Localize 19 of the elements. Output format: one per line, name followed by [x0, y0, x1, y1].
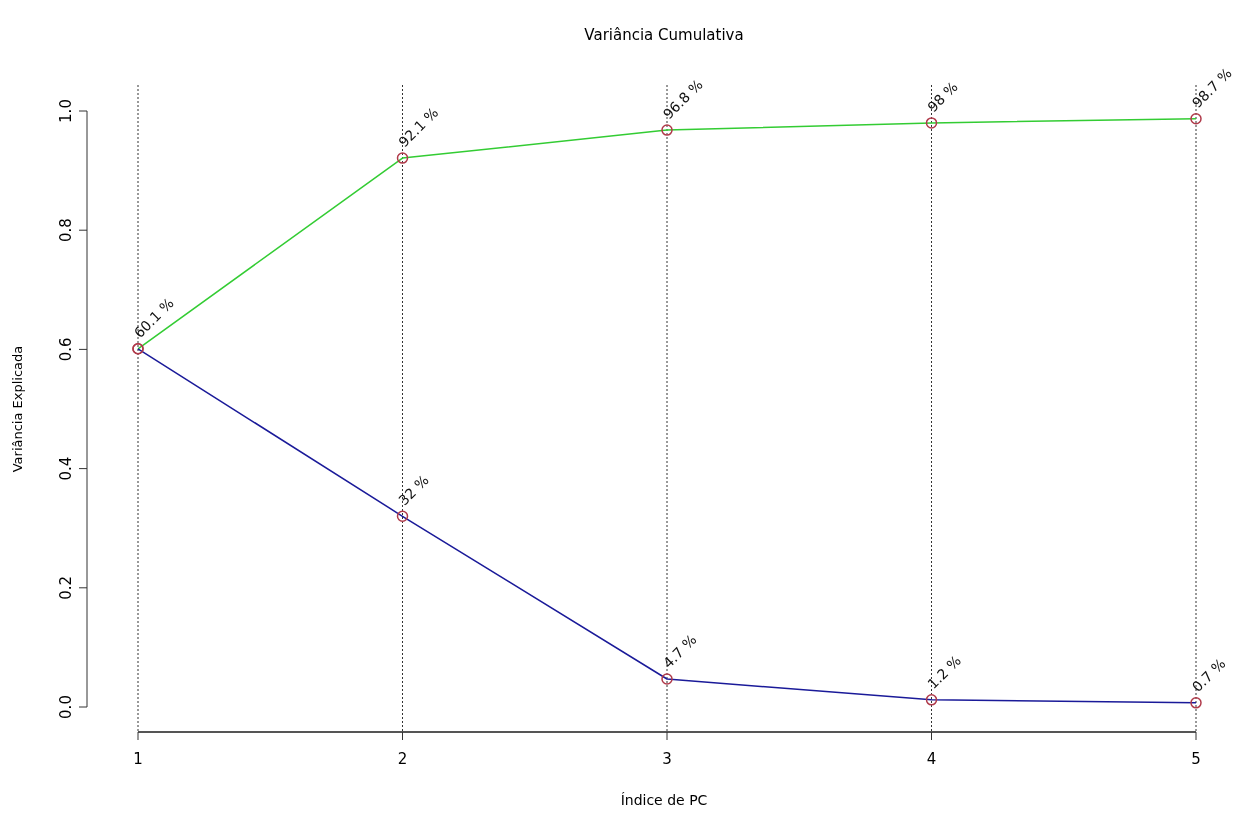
- y-tick-label: 0.6: [57, 337, 75, 362]
- data-label: 0.7 %: [1188, 655, 1229, 695]
- y-axis-title: Variância Explicada: [10, 345, 25, 473]
- data-label: 4.7 %: [659, 631, 700, 672]
- y-tick-label: 0.0: [57, 695, 75, 719]
- x-tick-label: 3: [662, 750, 672, 768]
- x-tick-label: 1: [133, 750, 143, 768]
- data-label: 1.2 %: [924, 652, 964, 692]
- y-tick-label: 0.2: [57, 575, 75, 600]
- x-axis-title: Índice de PC: [620, 792, 708, 808]
- x-tick-label: 2: [397, 750, 408, 768]
- data-label: 32 %: [395, 471, 432, 509]
- chart-title: Variância Cumulativa: [584, 26, 744, 44]
- y-tick-label: 1.0: [57, 99, 75, 123]
- y-tick-label: 0.4: [57, 456, 75, 481]
- x-tick-label: 5: [1191, 750, 1201, 768]
- data-label: 98 %: [924, 78, 961, 116]
- x-tick-label: 4: [926, 750, 937, 768]
- y-tick-label: 0.8: [57, 218, 75, 243]
